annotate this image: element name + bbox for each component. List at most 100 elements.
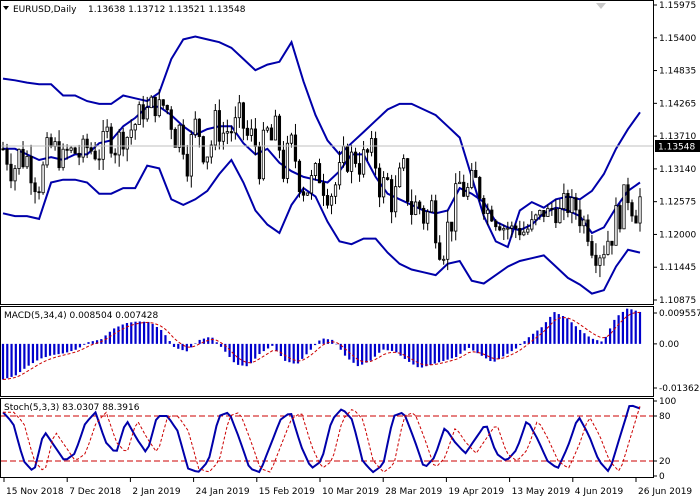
macd-histogram-bar [202, 338, 206, 344]
candle-body [253, 128, 257, 147]
price-panel-frame [0, 0, 654, 305]
candle-body [426, 211, 430, 224]
candle-body [369, 138, 374, 153]
candle-body [5, 148, 9, 165]
candle-body [630, 202, 634, 217]
candle-body [9, 163, 13, 182]
price-tick-label: 1.11445 [659, 263, 696, 273]
macd-histogram-bar [514, 343, 518, 349]
candle-body [614, 205, 618, 246]
candle-body [61, 148, 65, 169]
price-tick-label: 1.15975 [659, 1, 696, 11]
macd-histogram-bar [23, 343, 26, 369]
candle-body [101, 131, 105, 160]
macd-histogram-bar [160, 329, 163, 344]
stoch-panel-frame [0, 398, 654, 478]
macd-histogram-bar [459, 343, 462, 354]
macd-histogram-bar [322, 338, 325, 344]
candle-body [394, 186, 398, 213]
macd-histogram-bar [378, 343, 381, 353]
candle-body [522, 231, 526, 236]
price-tick-label: 1.12575 [659, 198, 696, 208]
candle-body [450, 221, 454, 232]
macd-histogram-bar [66, 343, 69, 353]
candle-body [618, 205, 622, 230]
time-tick-label: 26 Jun 2019 [638, 487, 692, 497]
price-plot [1, 35, 642, 295]
candle-body [333, 184, 338, 197]
candle-body [237, 102, 241, 119]
candle-body [85, 138, 89, 149]
macd-histogram-bar [583, 333, 586, 344]
candle-body [610, 240, 614, 246]
candle-body [353, 151, 358, 164]
macd-histogram-bar [591, 338, 595, 344]
macd-histogram-bar [48, 343, 52, 356]
current-price-label: 1.13548 [658, 143, 695, 153]
chart-shift-marker-icon[interactable] [596, 3, 606, 9]
macd-histogram-bar [232, 343, 235, 363]
candle-body [21, 148, 25, 168]
candle-body [289, 134, 294, 144]
candle-body [229, 131, 233, 134]
candle-body [582, 219, 586, 227]
macd-histogram-bar [224, 343, 227, 352]
candle-body [490, 209, 494, 222]
candle-body [534, 214, 538, 221]
time-tick-label: 2 Jan 2019 [132, 487, 180, 497]
candle-body [586, 219, 590, 242]
macd-histogram-bar [245, 343, 248, 367]
price-tick-label: 1.13140 [659, 165, 696, 175]
time-tick-label: 19 Apr 2019 [448, 487, 504, 497]
candle-body [73, 147, 77, 154]
macd-histogram-bar [151, 323, 154, 344]
candle-body [430, 200, 434, 213]
macd-histogram-bar [613, 319, 616, 344]
candle-body [317, 163, 322, 184]
macd-histogram-bar [215, 342, 218, 344]
candle-body [566, 193, 570, 213]
candle-body [245, 127, 249, 136]
candle-body [13, 168, 17, 182]
candle-body [33, 182, 37, 193]
macd-histogram-bar [121, 324, 124, 344]
macd-histogram-bar [309, 343, 312, 350]
macd-histogram-bar [446, 343, 449, 360]
macd-histogram-bar [361, 343, 364, 365]
macd-histogram-bar [181, 343, 184, 351]
candle-body [594, 254, 598, 266]
macd-histogram-bar [168, 341, 171, 344]
macd-histogram-bar [301, 343, 304, 359]
macd-title: MACD(5,34,4) 0.008504 0.007428 [4, 311, 159, 321]
macd-histogram-bar [348, 343, 351, 360]
macd-histogram-bar [540, 327, 543, 344]
candle-body [325, 195, 330, 206]
candle-body [81, 138, 85, 158]
candle-body [434, 200, 438, 244]
macd-histogram-bar [450, 343, 453, 359]
macd-histogram-bar [626, 308, 629, 344]
candle-body [634, 215, 638, 224]
macd-signal-line [2, 311, 641, 380]
candle-body [217, 110, 221, 142]
candle-body [622, 184, 626, 230]
candle-body [117, 131, 121, 156]
candle-body [89, 147, 93, 152]
macd-histogram-bar [497, 343, 501, 360]
candle-body [161, 99, 165, 106]
time-tick-label: 24 Jan 2019 [196, 487, 250, 497]
candle-body [137, 104, 141, 125]
candle-body [241, 102, 245, 129]
candle-body [169, 109, 173, 130]
candle-body [606, 240, 610, 255]
candle-body [494, 220, 498, 228]
macd-histogram-bar [87, 342, 90, 344]
macd-histogram-bar [476, 343, 479, 354]
macd-histogram-bar [480, 343, 483, 356]
time-tick-label: 28 Mar 2019 [385, 487, 442, 497]
macd-histogram-bar [113, 328, 116, 344]
macd-histogram-bar [489, 343, 492, 362]
candle-body [69, 147, 73, 151]
macd-histogram-bar [437, 343, 441, 363]
candle-body [165, 104, 169, 111]
